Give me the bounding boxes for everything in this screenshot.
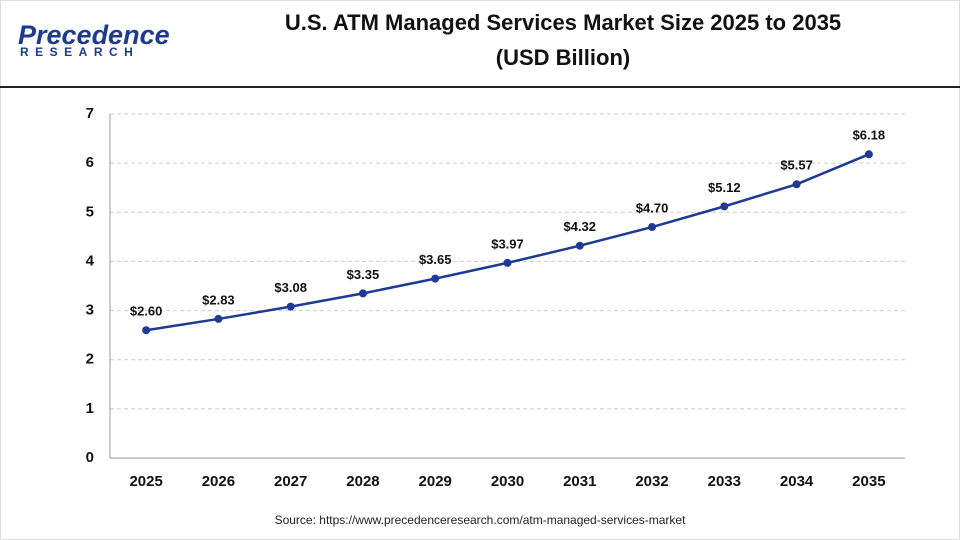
x-tick-label: 2030 [491, 473, 524, 490]
x-tick-label: 2033 [708, 473, 741, 490]
logo-tagline: RESEARCH [20, 45, 139, 59]
y-tick-label: 1 [86, 400, 94, 417]
data-label: $3.08 [274, 280, 307, 295]
data-label: $4.70 [636, 200, 669, 215]
data-label: $4.32 [563, 219, 596, 234]
point [358, 289, 367, 298]
y-tick-label: 6 [86, 154, 94, 171]
point [214, 314, 223, 323]
chart-title: U.S. ATM Managed Services Market Size 20… [285, 10, 841, 35]
y-tick-label: 7 [86, 105, 94, 122]
point [286, 302, 295, 311]
x-tick-label: 2028 [346, 473, 379, 490]
y-tick-label: 0 [86, 449, 94, 466]
x-tick-label: 2026 [202, 473, 235, 490]
data-label: $3.97 [491, 236, 524, 251]
y-tick-label: 5 [86, 203, 94, 220]
x-tick-label: 2034 [780, 473, 814, 490]
data-label: $2.60 [130, 304, 163, 319]
chart-subtitle: (USD Billion) [496, 45, 630, 70]
x-tick-label: 2031 [563, 473, 596, 490]
point [142, 326, 151, 335]
point [648, 223, 657, 232]
y-tick-label: 4 [86, 252, 95, 269]
y-tick-label: 2 [86, 351, 94, 368]
point [575, 241, 584, 250]
point [864, 150, 873, 159]
data-label: $2.83 [202, 292, 235, 307]
data-label: $6.18 [853, 128, 886, 143]
point [720, 202, 729, 211]
data-label: $5.57 [780, 158, 813, 173]
logo: Precedence RESEARCH [18, 20, 170, 59]
x-tick-label: 2029 [419, 473, 452, 490]
x-tick-label: 2035 [852, 473, 885, 490]
source: Source: https://www.precedenceresearch.c… [275, 513, 686, 527]
logo-name: Precedence [18, 20, 170, 50]
y-tick-label: 3 [86, 302, 94, 319]
data-label: $3.65 [419, 252, 452, 267]
point [792, 180, 801, 189]
point [431, 274, 440, 283]
x-tick-label: 2032 [635, 473, 668, 490]
data-label: $5.12 [708, 180, 741, 195]
data-label: $3.35 [347, 267, 380, 282]
point [503, 258, 512, 267]
x-tick-label: 2025 [129, 473, 162, 490]
x-tick-label: 2027 [274, 473, 307, 490]
